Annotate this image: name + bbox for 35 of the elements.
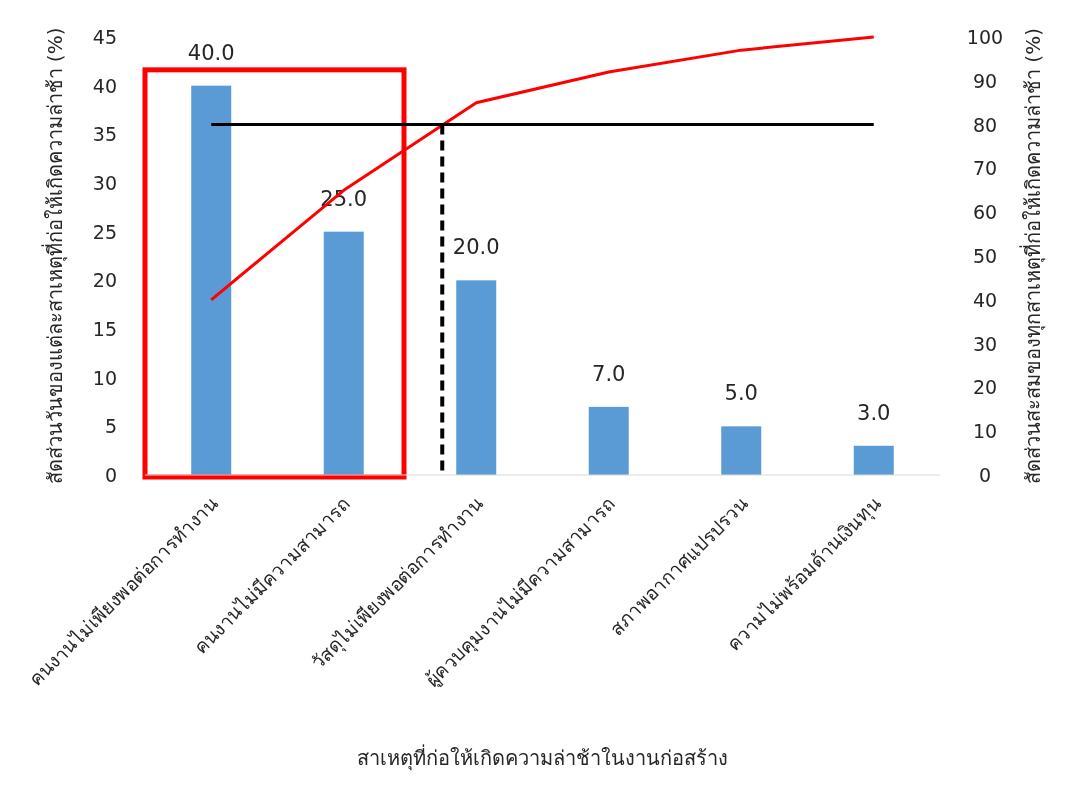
y-axis-title: สัดส่วนวันของแต่ละสาเหตุที่ก่อให้เกิดความล่าช้า (%) — [41, 27, 68, 485]
bar — [191, 85, 232, 475]
y2-tick-label: 40 — [972, 288, 998, 311]
y-tick-label: 10 — [92, 366, 117, 389]
bar — [588, 406, 629, 475]
y-tick-label: 35 — [92, 123, 117, 146]
data-label: 5.0 — [724, 381, 758, 406]
y2-tick-label: 60 — [972, 201, 998, 224]
y2-tick-label: 0 — [978, 464, 992, 486]
y2-tick-label: 20 — [972, 376, 998, 399]
y-tick-label: 15 — [92, 318, 117, 340]
y-tick-label: 30 — [92, 172, 117, 194]
y-tick-label: 45 — [92, 26, 117, 48]
x-axis-title: สาเหตุที่ก่อให้เกิดความล่าช้าในงานก่อสร้าง — [357, 744, 728, 771]
y2-tick-label: 80 — [972, 113, 998, 136]
bar — [323, 231, 364, 475]
y2-tick-label: 30 — [972, 332, 998, 355]
y-tick-label: 40 — [92, 74, 117, 97]
y2-tick-label: 50 — [972, 245, 998, 267]
data-label: 20.0 — [452, 235, 500, 260]
y-tick-label: 0 — [104, 464, 117, 486]
y-tick-label: 20 — [92, 269, 117, 292]
y2-tick-label: 90 — [972, 69, 998, 92]
y2-tick-label: 100 — [966, 26, 1004, 48]
bar — [853, 445, 894, 475]
y-tick-label: 25 — [92, 220, 117, 243]
bar — [456, 280, 497, 475]
data-label: 40.0 — [187, 40, 235, 65]
y2-tick-label: 10 — [972, 420, 998, 443]
y-tick-label: 5 — [104, 415, 117, 438]
bar — [721, 426, 762, 475]
y2-tick-label: 70 — [972, 157, 998, 180]
data-label: 7.0 — [592, 361, 626, 386]
y2-axis-title: สัดส่วนสะสมของทุกสาเหตุที่ก่อให้เกิดความล่าช้า (%) — [1019, 28, 1046, 484]
data-label: 3.0 — [857, 400, 891, 425]
